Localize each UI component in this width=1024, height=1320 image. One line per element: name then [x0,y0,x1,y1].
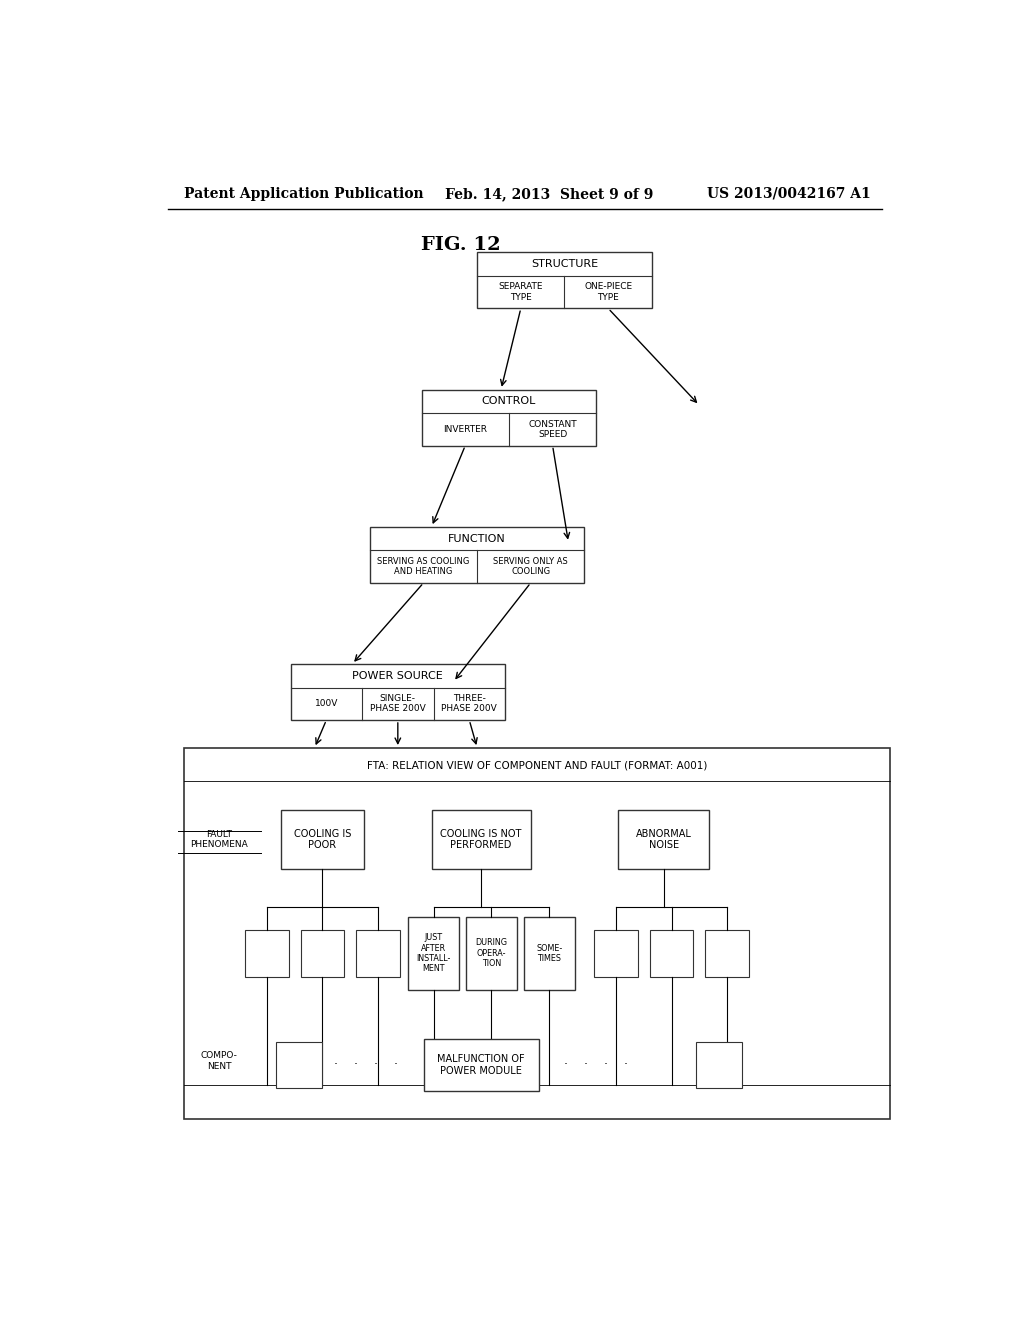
Bar [431,810,530,869]
Bar [466,916,517,990]
Text: Patent Application Publication: Patent Application Publication [183,187,423,201]
Bar [650,929,693,977]
Text: US 2013/0042167 A1: US 2013/0042167 A1 [708,187,871,201]
Text: JUST
AFTER
INSTALL-
MENT: JUST AFTER INSTALL- MENT [417,933,451,973]
Bar [594,929,638,977]
Text: SOME-
TIMES: SOME- TIMES [537,944,562,962]
Text: CONSTANT
SPEED: CONSTANT SPEED [528,420,577,440]
Text: POWER SOURCE: POWER SOURCE [352,671,443,681]
Text: SINGLE-
PHASE 200V: SINGLE- PHASE 200V [370,694,426,713]
Text: FAULT
PHENOMENA: FAULT PHENOMENA [190,830,248,849]
Bar [275,1041,322,1089]
Bar [618,810,710,869]
Text: Feb. 14, 2013  Sheet 9 of 9: Feb. 14, 2013 Sheet 9 of 9 [445,187,653,201]
Text: COOLING IS
POOR: COOLING IS POOR [294,829,351,850]
Text: FUNCTION: FUNCTION [449,533,506,544]
Text: FTA: RELATION VIEW OF COMPONENT AND FAULT (FORMAT: A001): FTA: RELATION VIEW OF COMPONENT AND FAUL… [367,760,707,770]
Text: INVERTER: INVERTER [443,425,487,434]
Text: DURING
OPERA-
TION: DURING OPERA- TION [475,939,508,968]
Bar [477,252,652,309]
Text: ONE-PIECE
TYPE: ONE-PIECE TYPE [584,282,632,302]
Bar [291,664,505,719]
Text: FIG. 12: FIG. 12 [422,236,501,253]
Bar [356,929,399,977]
Text: ABNORMAL
NOISE: ABNORMAL NOISE [636,829,691,850]
Text: THREE-
PHASE 200V: THREE- PHASE 200V [441,694,497,713]
Bar [424,1039,539,1092]
Bar [370,527,585,582]
Text: CONTROL: CONTROL [481,396,537,407]
Bar [422,389,596,446]
Bar [281,810,365,869]
Bar [523,916,575,990]
Text: STRUCTURE: STRUCTURE [530,259,598,269]
Text: SERVING ONLY AS
COOLING: SERVING ONLY AS COOLING [494,557,568,577]
Bar [706,929,749,977]
Text: SERVING AS COOLING
AND HEATING: SERVING AS COOLING AND HEATING [378,557,470,577]
Text: .    .    .    .: . . . . [334,1055,398,1068]
Text: MALFUNCTION OF
POWER MODULE: MALFUNCTION OF POWER MODULE [437,1055,525,1076]
Bar [696,1041,742,1089]
Text: COOLING IS NOT
PERFORMED: COOLING IS NOT PERFORMED [440,829,522,850]
Text: 100V: 100V [314,700,338,709]
Text: COMPO-
NENT: COMPO- NENT [201,1051,238,1071]
Text: SEPARATE
TYPE: SEPARATE TYPE [499,282,543,302]
Bar [301,929,344,977]
Bar [183,748,890,1119]
Bar [245,929,289,977]
Bar [408,916,460,990]
Text: .    .    .    .: . . . . [564,1055,629,1068]
